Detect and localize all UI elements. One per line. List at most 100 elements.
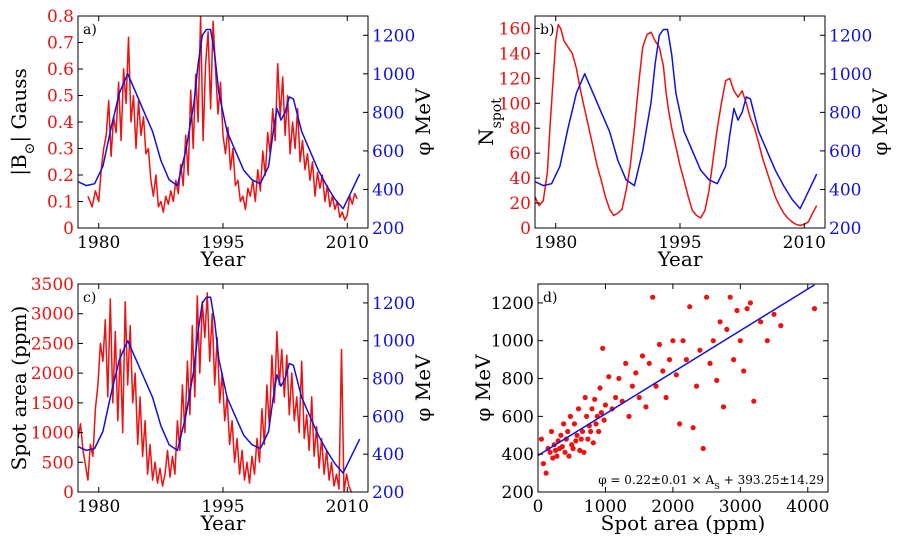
- y2-axis-label: φ MeV: [868, 88, 892, 156]
- primary-series-line: [87, 16, 358, 221]
- scatter-point: [650, 294, 656, 300]
- y-axis-label-sub: ⊙: [22, 143, 38, 155]
- y-tick-label: 0.1: [47, 193, 74, 213]
- y-axis-label: φ MeV: [471, 354, 495, 422]
- y-tick-label: 0: [63, 219, 74, 239]
- y-axis-label: |B⊙| Gauss: [7, 68, 38, 176]
- scatter-point: [734, 307, 740, 314]
- scatter-point: [680, 338, 686, 344]
- y2-tick-label: 1000: [829, 65, 872, 85]
- scatter-point: [589, 406, 595, 412]
- x-axis-label: Spot area (ppm): [601, 511, 766, 535]
- scatter-point: [639, 353, 646, 359]
- y2-tick-label: 400: [372, 180, 404, 200]
- scatter-point: [670, 338, 676, 344]
- plot-frame: [537, 283, 829, 493]
- scatter-point: [741, 368, 747, 374]
- y-axis-label: Spot area (ppm): [7, 306, 31, 471]
- phi-series-line: [78, 296, 361, 474]
- y-tick-label: 0.6: [47, 60, 74, 80]
- y-tick-label: 120: [499, 69, 531, 89]
- scatter-point: [552, 447, 559, 453]
- scatter-point: [673, 372, 679, 378]
- scatter-point: [710, 338, 716, 344]
- y-tick-label: 800: [502, 370, 534, 390]
- y-tick-label: 1200: [491, 294, 534, 314]
- panel-a: 1980 1995 2010 0 0.1 0.2 0.3 0.4 0.5 0.6 0.7 0.8 200…: [7, 7, 435, 271]
- y-tick-label: 2000: [31, 364, 74, 384]
- x-tick-label: 1995: [201, 497, 244, 517]
- scatter-point: [559, 444, 565, 450]
- x-tick-label: 2010: [326, 497, 369, 517]
- phi-series-line: [535, 28, 818, 210]
- scatter-point: [570, 445, 576, 452]
- scatter-point: [613, 394, 619, 401]
- scatter-point: [633, 370, 639, 376]
- y-tick-label: 3500: [31, 275, 74, 295]
- panel-d: 0 1000 2000 3000 4000 200 400 600 800 1000 1200 d) S…: [471, 283, 829, 535]
- scatter-point: [778, 323, 784, 329]
- y-axis-label-main: |B: [7, 154, 32, 175]
- scatter-point: [727, 294, 733, 300]
- scatter-point: [764, 338, 770, 344]
- scatter-point: [550, 455, 556, 461]
- scatter-point: [571, 421, 578, 427]
- scatter-point: [577, 447, 583, 453]
- y-axis-label-sub: spot: [489, 98, 505, 129]
- scatter-point: [600, 345, 606, 351]
- scatter-point: [597, 385, 603, 391]
- y2-tick-label: 200: [372, 219, 404, 239]
- x-tick-label: 2010: [326, 233, 369, 253]
- scatter-point: [629, 383, 636, 389]
- y-tick-label: 500: [42, 453, 74, 473]
- y-tick-label: 1000: [491, 332, 534, 352]
- y-tick-label: 2500: [31, 334, 74, 354]
- phi-series-line: [78, 28, 361, 210]
- y-tick-label: 160: [499, 19, 531, 39]
- scatter-point: [707, 360, 713, 366]
- scatter-point: [585, 436, 591, 442]
- x-tick-label: 1995: [658, 233, 701, 253]
- y-axis-label-tail: | Gauss: [7, 68, 32, 142]
- y2-tick-label: 800: [372, 370, 404, 390]
- scatter-point: [561, 421, 567, 427]
- y-tick-label: 80: [509, 119, 531, 139]
- fit-equation-label-main: φ = 0.22±0.01 × A: [598, 473, 714, 487]
- scatter-point: [598, 410, 605, 416]
- y-axis-label-main: N: [474, 128, 498, 146]
- fit-equation-label-tail: + 393.25±14.29: [720, 473, 824, 487]
- y-tick-label: 0.8: [47, 7, 74, 27]
- y2-tick-label: 200: [372, 483, 404, 503]
- scatter-point: [606, 374, 612, 380]
- panel-label: b): [540, 22, 554, 38]
- scatter-point: [575, 406, 582, 412]
- scatter-point: [567, 413, 574, 419]
- y-tick-label: 40: [509, 169, 531, 189]
- primary-series-line: [535, 23, 818, 227]
- scatter-point: [543, 470, 549, 476]
- scatter-point: [744, 306, 750, 312]
- y-axis-label: Nspot: [474, 98, 505, 146]
- x-tick-label: 1980: [534, 233, 577, 253]
- scatter-point: [666, 357, 673, 363]
- scatter-point: [579, 428, 586, 435]
- scatter-point: [616, 375, 622, 382]
- scatter-point: [700, 445, 706, 452]
- scatter-point: [656, 341, 663, 348]
- scatter-point: [626, 413, 632, 419]
- fit-equation-label-sub: S: [714, 481, 720, 491]
- panel-c: 1980 1995 2010 0 500 1000 1500 2000 2500 3000 3500…: [7, 275, 435, 535]
- x-tick-label: 2010: [783, 233, 826, 253]
- scatter-point: [646, 360, 652, 366]
- scatter-point: [811, 306, 818, 312]
- x-axis-label: Year: [657, 247, 703, 271]
- y2-axis-label: φ MeV: [411, 354, 435, 422]
- scatter-point: [565, 428, 571, 435]
- x-axis-label: Year: [200, 247, 246, 271]
- y2-tick-label: 400: [372, 445, 404, 465]
- scatter-point: [683, 357, 690, 363]
- scatter-point: [573, 438, 579, 444]
- y2-tick-label: 600: [829, 142, 861, 162]
- scatter-point: [578, 436, 584, 442]
- y-tick-label: 0.5: [47, 87, 74, 107]
